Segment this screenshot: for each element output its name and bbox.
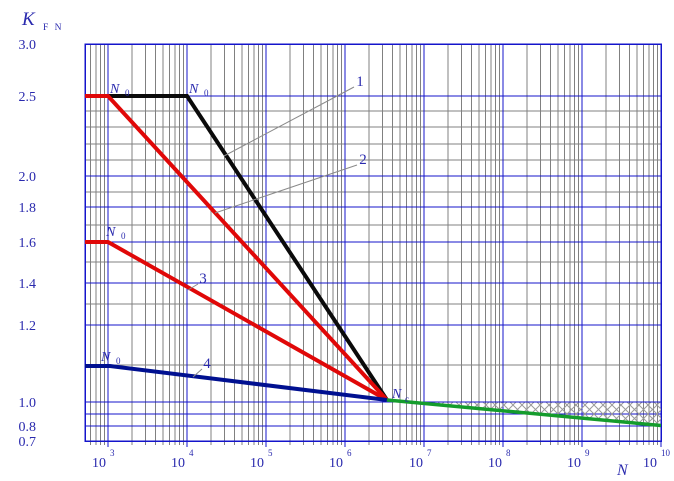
y-tick-label: 0.8 (19, 420, 37, 435)
y-tick-label: 1.6 (19, 236, 37, 251)
y-axis-title-subscript: F N (43, 23, 64, 33)
point-label-N0: N (109, 82, 120, 97)
grid-minor-horizontal (85, 110, 661, 366)
curve-number-label: 4 (203, 356, 211, 372)
curve-4 (85, 364, 388, 402)
axis-titles: K F N N (21, 9, 629, 479)
x-tick-label-base: 10 (250, 456, 264, 471)
point-label-N0: N (188, 82, 199, 97)
curve-3 (85, 240, 388, 402)
y-axis-title: K (21, 9, 36, 30)
cycle-point-labels: N 0 N 0N 0N 0N c (100, 82, 409, 404)
x-tick-label-exponent: 4 (189, 448, 194, 458)
curve-number-label: 2 (359, 152, 367, 168)
x-tick-label-base: 10 (171, 456, 185, 471)
x-tick-label-base: 10 (567, 456, 581, 471)
curve-1 (107, 94, 389, 402)
x-tick-label-exponent: 7 (427, 448, 432, 458)
x-tick-label-exponent: 6 (347, 448, 352, 458)
x-tick-label-exponent: 9 (585, 448, 590, 458)
point-label-Nc: N (391, 387, 402, 402)
curve-long-life (386, 398, 662, 428)
x-tick-label-exponent: 5 (268, 448, 273, 458)
leader-line-curve-4 (192, 368, 203, 378)
point-label-N0: N (105, 225, 116, 240)
x-tick-label-exponent: 8 (506, 448, 511, 458)
curve-number-label: 3 (199, 271, 207, 287)
point-label-subscript: 0 (121, 231, 126, 241)
x-tick-label-base: 10 (488, 456, 502, 471)
y-tick-label: 1.4 (19, 277, 37, 292)
x-tick-label-base: 10 (92, 456, 106, 471)
y-tick-label: 3.0 (19, 38, 37, 53)
y-tick-label: 1.0 (19, 396, 37, 411)
point-label-N0: N (100, 350, 111, 365)
curve-number-labels: 1 2 3 4 (187, 74, 367, 378)
y-tick-label: 0.7 (19, 435, 37, 450)
x-tick-label-exponent: 3 (110, 448, 115, 458)
point-label-subscript: 0 (204, 88, 209, 98)
x-tick-label-exponent: 10 (661, 448, 671, 458)
point-label-subscript: 0 (116, 356, 121, 366)
y-tick-label: 1.2 (19, 319, 37, 334)
point-label-subscript: c (405, 394, 409, 404)
x-tick-label-base: 10 (329, 456, 343, 471)
curve-number-label: 1 (356, 74, 364, 90)
point-label-subscript: 0 (125, 88, 130, 98)
leader-line-curve-2 (214, 164, 358, 214)
y-tick-label: 2.5 (19, 90, 37, 105)
y-tick-labels: 3.0 2.5 2.0 1.8 1.6 1.4 1.2 1.0 0.80.7 (19, 38, 37, 450)
x-axis-title: N (616, 462, 629, 479)
y-tick-label: 1.8 (19, 201, 37, 216)
curves (85, 94, 662, 428)
x-tick-label-base: 10 (643, 456, 657, 471)
y-tick-label: 2.0 (19, 170, 37, 185)
leader-line-curve-3 (187, 283, 199, 291)
curve-2 (85, 94, 389, 402)
leader-line-curve-1 (223, 86, 355, 157)
x-tick-label-base: 10 (409, 456, 423, 471)
x-tick-labels: 10 3 10 4 10 5 10 6 10 7 10 8 10 9 10 10 (92, 448, 671, 471)
